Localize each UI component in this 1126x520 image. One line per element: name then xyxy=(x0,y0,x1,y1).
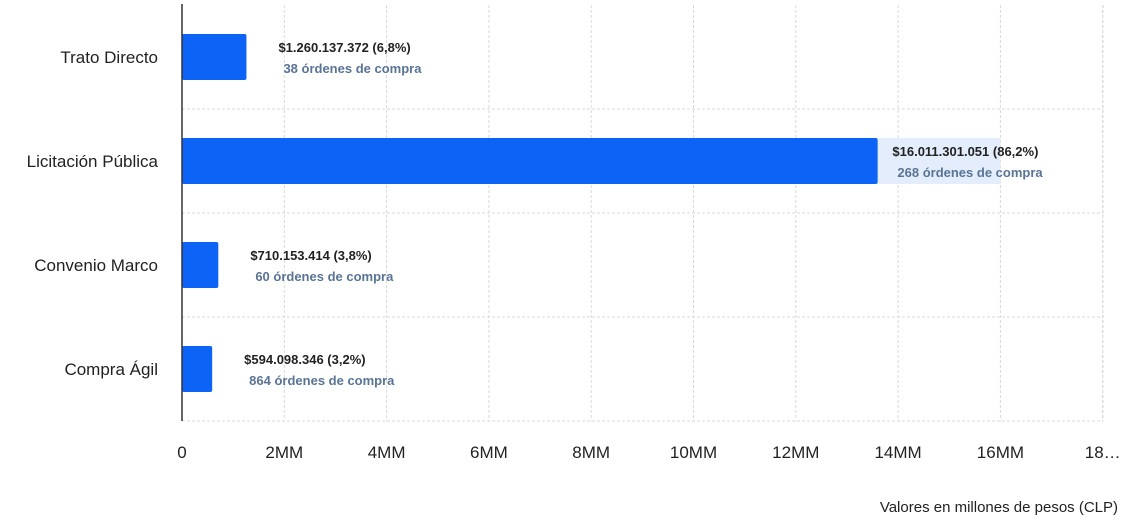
bar-3 xyxy=(182,346,213,392)
x-tick-label: 8MM xyxy=(572,443,610,462)
grid-lines xyxy=(182,5,1104,422)
x-axis-title: Valores en millones de pesos (CLP) xyxy=(880,499,1118,516)
bar-2 xyxy=(182,242,219,288)
value-label: $594.098.346 (3,2%) xyxy=(244,352,365,367)
data-labels: $1.260.137.372 (6,8%) 38 órdenes de compr… xyxy=(244,40,1043,388)
bar-1 xyxy=(182,138,878,184)
x-tick-label: 6MM xyxy=(470,443,508,462)
category-label: Licitación Pública xyxy=(27,152,159,171)
category-label: Trato Directo xyxy=(60,48,158,67)
value-label: $1.260.137.372 (6,8%) xyxy=(278,40,410,55)
x-tick-label: 14MM xyxy=(874,443,921,462)
x-tick-label: 12MM xyxy=(772,443,819,462)
x-tick-label: 18… xyxy=(1085,443,1121,462)
category-label: Convenio Marco xyxy=(34,256,158,275)
bars xyxy=(182,34,878,392)
value-label: $710.153.414 (3,8%) xyxy=(250,248,371,263)
bar-0 xyxy=(182,34,247,80)
x-tick-label: 0 xyxy=(177,443,186,462)
order-count-label: 864 órdenes de compra xyxy=(249,373,395,388)
value-label: $16.011.301.051 (86,2%) xyxy=(892,144,1038,159)
order-count-label: 60 órdenes de compra xyxy=(255,269,394,284)
order-count-label: 38 órdenes de compra xyxy=(283,61,422,76)
x-tick-label: 2MM xyxy=(265,443,303,462)
category-labels: Trato Directo Licitación Pública Convenio … xyxy=(27,48,159,379)
category-label: Compra Ágil xyxy=(64,360,158,379)
x-tick-labels: 0 2MM 4MM 6MM 8MM 10MM 12MM 14MM 16MM 18… xyxy=(177,443,1120,462)
x-tick-label: 10MM xyxy=(670,443,717,462)
x-tick-label: 4MM xyxy=(368,443,406,462)
order-count-label: 268 órdenes de compra xyxy=(897,165,1043,180)
x-tick-label: 16MM xyxy=(977,443,1024,462)
